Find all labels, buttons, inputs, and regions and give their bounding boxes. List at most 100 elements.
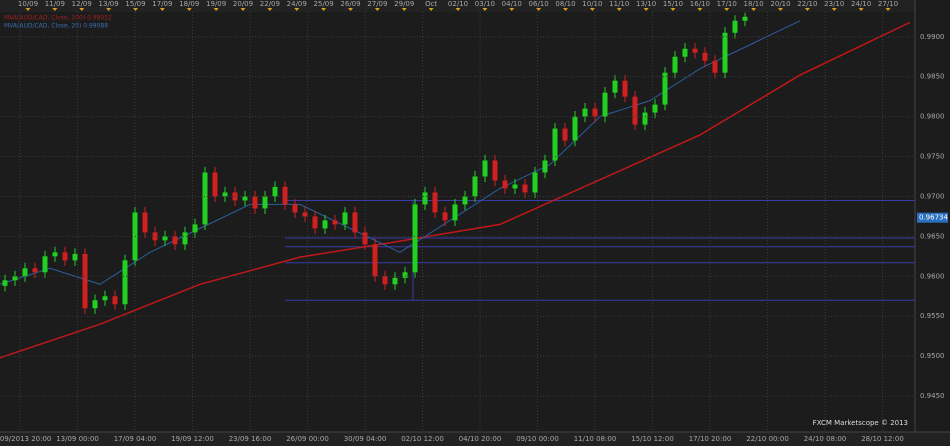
y-tick-label: 0.9800	[920, 113, 945, 121]
candle-body	[2, 280, 8, 286]
candle-body	[322, 220, 328, 229]
time-marker	[455, 8, 461, 11]
candle-body	[152, 232, 158, 241]
time-marker	[25, 8, 31, 11]
time-marker	[294, 8, 300, 11]
candle-body	[422, 192, 428, 205]
candle-body	[402, 272, 408, 278]
candle-body	[512, 184, 518, 189]
y-tick-label: 0.9900	[920, 33, 945, 41]
candle-body	[282, 186, 288, 205]
candle-body	[452, 204, 458, 221]
candle-body	[542, 160, 548, 173]
candle-body	[202, 172, 208, 225]
time-marker	[536, 8, 542, 11]
candle-body	[432, 192, 438, 213]
top-time-label: 17/10	[717, 0, 737, 8]
y-tick-label: 0.9750	[920, 153, 945, 161]
x-tick-label: 15/10 12:00	[631, 435, 674, 443]
top-time-label: 24/10	[851, 0, 871, 8]
candle-body	[22, 268, 28, 277]
candle-body	[122, 260, 128, 305]
candle-body	[462, 196, 468, 205]
candle-body	[372, 244, 378, 277]
candle-body	[582, 108, 588, 117]
candle-body	[212, 172, 218, 197]
candle-body	[252, 196, 258, 209]
x-tick-label: 23/09 16:00	[229, 435, 272, 443]
candle-body	[732, 20, 738, 33]
top-time-label: 03/10	[475, 0, 495, 8]
candle-body	[412, 204, 418, 273]
time-marker	[670, 8, 676, 11]
time-marker	[213, 8, 219, 11]
time-marker	[428, 8, 434, 11]
x-tick-label: 06/09/2013 20:00	[0, 435, 51, 443]
candle-body	[222, 192, 228, 197]
candle-body	[182, 232, 188, 245]
top-time-label: 15/09	[125, 0, 145, 8]
top-time-label: 23/10	[824, 0, 844, 8]
x-tick-label: 02/10 12:00	[401, 435, 444, 443]
x-tick-label: 17/09 04:00	[114, 435, 157, 443]
candle-body	[612, 80, 618, 93]
candle-body	[312, 216, 318, 229]
top-time-label: 26/09	[340, 0, 360, 8]
bottom-axis-band	[0, 432, 950, 446]
top-time-label: 29/09	[394, 0, 414, 8]
candle-body	[482, 160, 488, 177]
time-marker	[267, 8, 273, 11]
y-tick-label: 0.9550	[920, 312, 945, 320]
candle-body	[302, 212, 308, 217]
time-marker	[374, 8, 380, 11]
candle-body	[12, 276, 18, 281]
top-time-label: 10/10	[582, 0, 602, 8]
candle-body	[552, 128, 558, 161]
candle-body	[112, 296, 118, 305]
candle-body	[642, 112, 648, 125]
candle-body	[352, 212, 358, 233]
x-tick-label: 22/10 00:00	[746, 435, 789, 443]
watermark: FXCM Marketscope © 2013	[813, 419, 908, 427]
top-time-label: 04/10	[502, 0, 522, 8]
time-marker	[697, 8, 703, 11]
candle-body	[272, 186, 278, 197]
top-time-label: 15/10	[663, 0, 683, 8]
top-time-label: 27/09	[367, 0, 387, 8]
time-marker	[885, 8, 891, 11]
candle-body	[602, 92, 608, 117]
candle-body	[722, 32, 728, 73]
candle-body	[32, 268, 38, 273]
y-tick-label: 0.9850	[920, 73, 945, 81]
time-marker	[321, 8, 327, 11]
candle-body	[532, 172, 538, 193]
top-time-label: 16/10	[690, 0, 710, 8]
x-tick-label: 13/09 00:00	[56, 435, 99, 443]
y-tick-label: 0.9450	[920, 392, 945, 400]
top-time-label: 11/10	[609, 0, 629, 8]
top-time-label: 17/09	[152, 0, 172, 8]
top-time-label: 12/09	[72, 0, 92, 8]
price-tag	[917, 212, 948, 223]
candle-body	[362, 232, 368, 245]
top-time-label: 22/09	[260, 0, 280, 8]
candle-body	[262, 196, 268, 209]
candle-body	[292, 204, 298, 213]
candle-body	[632, 96, 638, 125]
candle-body	[442, 212, 448, 221]
time-marker	[778, 8, 783, 11]
y-tick-label: 0.9650	[920, 232, 945, 240]
x-tick-label: 19/09 12:00	[171, 435, 214, 443]
candle-body	[42, 256, 48, 273]
top-time-label: 19/09	[206, 0, 226, 8]
time-marker	[831, 8, 837, 11]
top-time-label: 27/10	[878, 0, 898, 8]
candle-body	[142, 212, 148, 233]
candle-body	[692, 48, 698, 53]
candle-body	[72, 253, 78, 261]
candle-body	[192, 224, 198, 233]
candle-body	[342, 212, 348, 225]
candle-body	[702, 52, 708, 61]
